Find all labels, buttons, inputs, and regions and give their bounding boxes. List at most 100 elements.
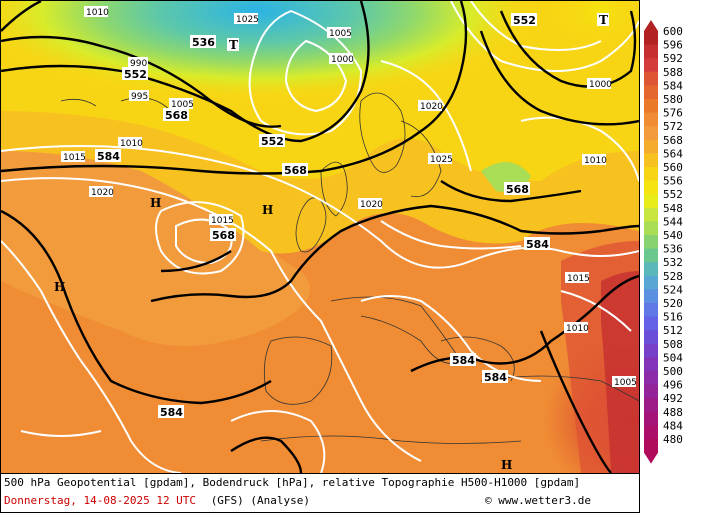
legend-swatch [644,303,658,318]
legend-label: 596 [663,39,683,52]
svg-text:536: 536 [192,36,215,49]
legend-label: 500 [663,365,683,378]
legend-label: 588 [663,66,683,79]
legend-swatch [644,71,658,86]
legend-swatch [644,411,658,426]
svg-text:1015: 1015 [63,153,86,163]
svg-text:1010: 1010 [584,156,607,166]
legend-swatch [644,153,658,168]
legend-swatch [644,235,658,250]
geo-label: 584 [450,353,476,367]
svg-text:H: H [54,280,65,294]
legend-swatch [644,439,658,454]
svg-text:990: 990 [130,59,147,69]
svg-text:1010: 1010 [120,139,143,149]
legend-label: 600 [663,25,683,38]
high-center: H [501,458,512,472]
svg-text:1020: 1020 [420,102,443,112]
geo-label: 568 [504,182,530,196]
pressure-label: 1010 [84,6,109,18]
pressure-label: 1025 [234,13,259,25]
geo-label: 568 [163,108,189,122]
map-footer: 500 hPa Geopotential [gpdam], Bodendruck… [0,474,640,513]
svg-text:H: H [501,458,512,472]
legend-label: 520 [663,297,683,310]
legend-swatch [644,343,658,358]
legend-swatch [644,330,658,345]
legend-label: 568 [663,134,683,147]
high-center: H [54,280,65,294]
model-label: (GFS) (Analyse) [210,494,311,507]
legend-arrow-down [644,452,658,464]
legend-swatch [644,139,658,154]
copyright[interactable]: © www.wetter3.de [485,494,591,507]
legend-swatch [644,398,658,413]
legend-swatch [644,126,658,141]
geo-label: 584 [158,405,184,419]
legend-swatch [644,99,658,114]
svg-text:552: 552 [261,135,284,148]
legend-label: 560 [663,161,683,174]
svg-text:584: 584 [526,238,549,251]
svg-text:1025: 1025 [236,15,259,25]
legend-label: 540 [663,229,683,242]
svg-text:1015: 1015 [211,216,234,226]
map-date: Donnerstag, 14-08-2025 12 UTC [4,494,197,507]
svg-text:584: 584 [160,406,183,419]
geo-label: 584 [482,370,508,384]
high-center: H [150,196,161,210]
legend-swatch [644,194,658,209]
svg-text:568: 568 [212,229,235,242]
legend-swatch [644,180,658,195]
svg-text:1010: 1010 [86,8,109,18]
geo-label: 536 [190,35,216,49]
low-center: T [597,13,609,27]
pressure-label: 1000 [329,53,354,65]
pressure-label: 1025 [428,153,453,165]
legend-label: 484 [663,419,683,432]
svg-text:1010: 1010 [566,324,589,334]
pressure-label: 990 [128,57,148,69]
svg-text:1020: 1020 [91,188,114,198]
legend-label: 556 [663,175,683,188]
pressure-label: 1020 [418,100,443,112]
svg-text:1000: 1000 [331,55,354,65]
legend-label: 528 [663,270,683,283]
legend-label: 584 [663,79,683,92]
legend-swatch [644,167,658,182]
legend-swatch [644,262,658,277]
legend-swatch [644,357,658,372]
svg-text:1005: 1005 [329,29,352,39]
legend-label: 488 [663,406,683,419]
legend-label: 576 [663,107,683,120]
legend-label: 524 [663,283,683,296]
legend-label: 548 [663,202,683,215]
legend-swatch [644,316,658,331]
legend-label: 492 [663,392,683,405]
pressure-label: 1015 [565,272,590,284]
legend-label: 580 [663,93,683,106]
legend-swatch [644,207,658,222]
geo-label: 552 [122,67,148,81]
legend-label: 516 [663,311,683,324]
legend-label: 504 [663,351,683,364]
legend-label: 508 [663,338,683,351]
legend-swatch [644,221,658,236]
svg-text:568: 568 [284,164,307,177]
legend-label: 572 [663,120,683,133]
geopotential-contours [1,1,639,473]
geo-label: 552 [511,13,537,27]
color-legend: 600 596 592 588 584 580 576 572 568 564 560 556 552 5… [640,0,704,474]
svg-text:1005: 1005 [614,378,637,388]
geo-label: 552 [259,134,285,148]
legend-swatch [644,58,658,73]
svg-text:584: 584 [484,371,507,384]
pressure-label: 1010 [118,137,143,149]
pressure-label: 1005 [612,376,637,388]
svg-text:568: 568 [506,183,529,196]
low-center: T [227,38,239,52]
geopotential-labels: 536 552 552 552 568 568 568 568 584 584 … [95,13,550,419]
pressure-label: 1005 [327,27,352,39]
pressure-label: 1010 [582,154,607,166]
legend-swatch [644,31,658,46]
